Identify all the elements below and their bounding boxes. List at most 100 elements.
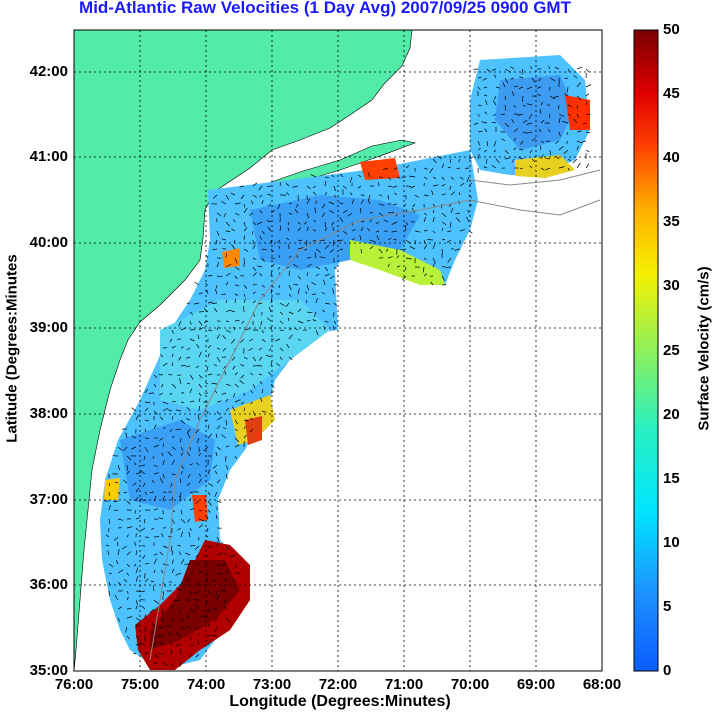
velocity-arrow xyxy=(477,113,480,117)
velocity-arrow xyxy=(411,207,416,214)
velocity-arrow xyxy=(405,185,412,187)
velocity-arrow xyxy=(234,239,236,244)
velocity-arrow xyxy=(449,158,452,164)
velocity-arrow xyxy=(126,500,131,505)
velocity-arrow xyxy=(205,283,209,286)
velocity-arrow xyxy=(171,473,176,476)
velocity-arrow xyxy=(113,509,119,512)
velocity-arrow xyxy=(249,212,254,216)
velocity-arrow xyxy=(180,446,184,451)
velocity-arrow xyxy=(491,121,497,124)
velocity-arrow xyxy=(375,221,380,224)
velocity-arrow xyxy=(297,247,304,250)
x-axis-label: Longitude (Degrees:Minutes) xyxy=(229,693,451,710)
velocity-arrow xyxy=(187,407,191,412)
velocity-arrow xyxy=(243,207,248,214)
y-tick-label: 35:00 xyxy=(29,662,68,679)
velocity-arrow xyxy=(167,409,173,412)
velocity-arrow xyxy=(312,319,317,322)
velocity-arrow xyxy=(189,320,192,325)
velocity-arrow xyxy=(216,356,221,363)
velocity-arrow xyxy=(260,320,263,326)
velocity-arrow xyxy=(540,140,545,144)
velocity-arrow xyxy=(521,68,524,75)
velocity-arrow xyxy=(169,338,173,343)
velocity-arrow xyxy=(175,409,182,412)
x-tick-label: 69:00 xyxy=(516,676,556,693)
velocity-arrow xyxy=(447,257,452,263)
velocity-arrow xyxy=(189,463,193,466)
velocity-arrow xyxy=(367,228,371,232)
velocity-arrow xyxy=(126,534,129,538)
velocity-arrow xyxy=(279,329,284,332)
velocity-arrow xyxy=(450,191,455,196)
velocity-arrow xyxy=(385,248,389,252)
velocity-arrow xyxy=(459,176,464,180)
velocity-arrow xyxy=(483,149,488,153)
velocity-arrow xyxy=(423,212,428,216)
velocity-arrow xyxy=(212,464,218,469)
velocity-arrow xyxy=(261,200,264,205)
y-tick-label: 40:00 xyxy=(29,234,68,251)
velocity-arrow xyxy=(194,590,200,595)
velocity-arrow xyxy=(153,374,158,379)
velocity-arrow xyxy=(292,185,299,188)
velocity-arrow xyxy=(567,113,571,116)
velocity-arrow xyxy=(234,399,241,403)
velocity-arrow xyxy=(573,118,578,124)
velocity-arrow xyxy=(549,95,556,100)
velocity-arrow xyxy=(141,605,146,610)
land-mass xyxy=(74,30,413,671)
velocity-arrow xyxy=(252,257,257,260)
velocity-arrow xyxy=(214,470,218,475)
velocity-arrow xyxy=(286,237,290,241)
velocity-arrow xyxy=(171,329,174,334)
velocity-arrow xyxy=(159,354,164,358)
velocity-arrow xyxy=(504,149,509,154)
velocity-arrow xyxy=(332,288,335,295)
colorbar-tick-label: 20 xyxy=(663,406,680,423)
velocity-arrow xyxy=(449,185,452,191)
velocity-arrow xyxy=(323,279,326,286)
velocity-arrow xyxy=(249,372,254,376)
velocity-arrow xyxy=(207,329,213,332)
velocity-arrow xyxy=(466,176,470,183)
velocity-arrow xyxy=(144,652,149,655)
velocity-arrow xyxy=(243,235,245,241)
velocity-arrow xyxy=(126,563,130,568)
velocity-arrow xyxy=(288,284,292,291)
velocity-arrow xyxy=(144,437,150,439)
velocity-arrow xyxy=(216,230,220,236)
velocity-arrow xyxy=(171,446,176,450)
velocity-arrow xyxy=(234,266,240,271)
velocity-arrow xyxy=(117,569,124,574)
velocity-arrow xyxy=(159,551,164,556)
velocity-arrow xyxy=(196,344,200,349)
x-tick-label: 72:00 xyxy=(318,676,358,693)
velocity-arrow xyxy=(432,203,436,208)
velocity-arrow xyxy=(267,185,272,188)
velocity-arrow xyxy=(431,190,434,196)
velocity-arrow xyxy=(234,428,238,431)
velocity-arrow xyxy=(324,302,330,305)
velocity-arrow xyxy=(213,364,218,367)
velocity-arrow xyxy=(248,347,254,351)
velocity-arrow xyxy=(455,217,461,223)
velocity-arrow xyxy=(493,74,497,79)
velocity-arrow xyxy=(287,221,290,226)
velocity-arrow xyxy=(529,66,533,70)
velocity-arrow xyxy=(207,634,212,637)
velocity-arrow xyxy=(189,388,193,394)
y-axis-label: Latitude (Degrees:Minutes xyxy=(3,254,21,443)
velocity-arrow xyxy=(288,311,294,315)
velocity-arrow xyxy=(162,473,165,479)
velocity-arrow xyxy=(585,131,591,134)
velocity-arrow xyxy=(198,614,204,619)
velocity-arrow xyxy=(161,452,164,457)
velocity-arrow xyxy=(158,374,164,376)
velocity-arrow xyxy=(537,93,542,97)
velocity-arrow xyxy=(312,229,317,232)
velocity-arrow xyxy=(169,392,173,396)
velocity-arrow xyxy=(131,407,137,412)
velocity-arrow xyxy=(166,625,173,628)
